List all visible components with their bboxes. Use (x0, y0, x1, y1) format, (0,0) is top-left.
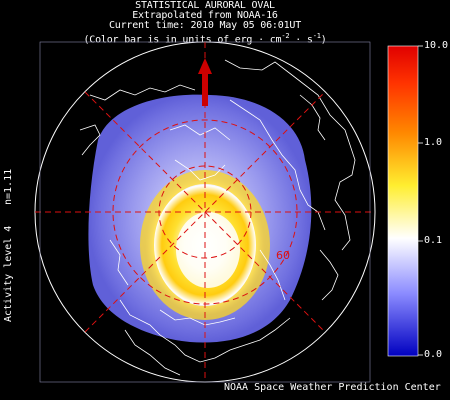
title: STATISTICAL AURORAL OVAL (135, 0, 275, 11)
plot-frame (39, 41, 371, 383)
subtitle-source: Extrapolated from NOAA-16 (132, 10, 278, 21)
activity-level-label: Activity level 4 (3, 225, 14, 322)
map-header: STATISTICAL AURORAL OVAL Extrapolated fr… (40, 1, 370, 45)
current-time: Current time: 2010 May 05 06:01UT (108, 20, 302, 31)
sun-direction-arrow (198, 58, 212, 106)
colorbar-tick-10: 10.0 (424, 40, 449, 51)
lat-lon-grid (35, 42, 375, 382)
colorbar (387, 45, 419, 357)
colorbar-ticks (418, 45, 423, 356)
colorbar-tick-0-1: 0.1 (424, 235, 443, 246)
latitude-60-label: 60 (276, 249, 290, 262)
aurora-layer (88, 94, 312, 343)
colorbar-tick-0: 0.0 (424, 349, 443, 360)
colorbar-tick-1: 1.0 (424, 137, 443, 148)
auroral-oval-core (176, 212, 240, 288)
n-value-label: n=1.11 (3, 168, 14, 205)
units-note: (Color bar is in units of erg · cm-2 · s… (83, 32, 327, 46)
coastlines (79, 59, 356, 376)
footer-credit: NOAA Space Weather Prediction Center (224, 382, 441, 393)
